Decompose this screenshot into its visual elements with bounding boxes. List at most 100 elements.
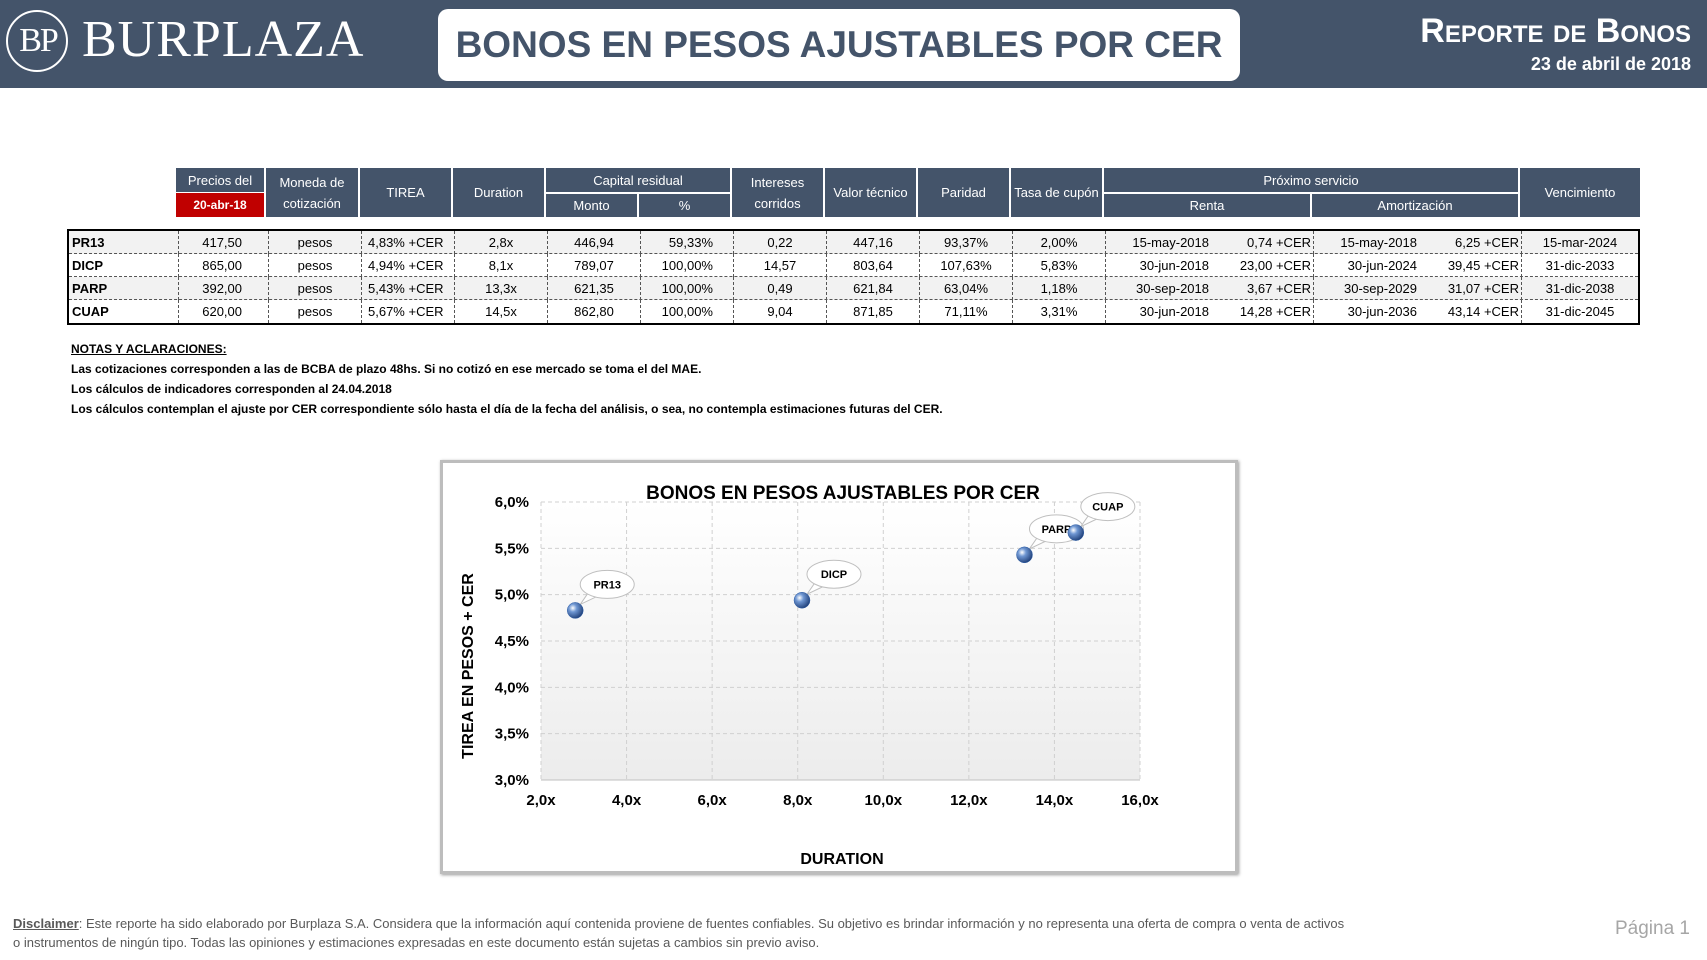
cell-amort-monto: 43,14 +CER bbox=[1447, 304, 1519, 319]
y-tick-label: 5,0% bbox=[495, 587, 529, 604]
cell-ticker: PARP bbox=[72, 281, 108, 296]
cell-renta-fecha: 30-sep-2018 bbox=[1105, 277, 1217, 300]
cell-moneda: pesos bbox=[268, 254, 361, 277]
x-tick-label: 8,0x bbox=[783, 792, 813, 809]
header-duration: Duration bbox=[453, 168, 544, 217]
callout-bubble bbox=[579, 569, 635, 599]
x-tick-label: 10,0x bbox=[865, 792, 903, 809]
callout-bubble bbox=[806, 559, 862, 589]
x-tick-label: 12,0x bbox=[950, 792, 988, 809]
cell-tirea: 4,94% +CER bbox=[361, 254, 454, 277]
header-amortizacion: Amortización bbox=[1312, 194, 1518, 217]
scatter-point bbox=[1016, 546, 1033, 564]
table-row: CUAP 620,00 pesos 5,67% +CER 14,5x 862,8… bbox=[69, 300, 1638, 323]
cell-renta-fecha: 15-may-2018 bbox=[1105, 231, 1217, 254]
cell-amort-monto: 6,25 +CER bbox=[1455, 235, 1519, 250]
header-pct: % bbox=[639, 194, 730, 217]
cell-moneda: pesos bbox=[268, 300, 361, 323]
chart-svg: 2,0x 4,0x 6,0x 8,0x 10,0x 12,0x 14,0x 16,0x 3,0%… bbox=[460, 483, 1159, 868]
page-number: Página 1 bbox=[1614, 918, 1690, 939]
header-tasa: Tasa de cupón bbox=[1011, 168, 1102, 217]
cell-tasa: 2,00% bbox=[1012, 231, 1105, 254]
cell-moneda: pesos bbox=[268, 277, 361, 300]
cell-amort-fecha: 30-sep-2029 bbox=[1313, 277, 1425, 300]
cell-renta-fecha: 30-jun-2018 bbox=[1105, 300, 1217, 323]
cell-intereses: 0,22 bbox=[733, 231, 826, 254]
y-tick-label: 5,5% bbox=[495, 540, 529, 557]
chart-title: BONOS EN PESOS AJUSTABLES POR CER bbox=[646, 483, 1040, 504]
point-label: PR13 bbox=[593, 579, 621, 591]
cell-precio: 417,50 bbox=[178, 231, 268, 254]
logo-circle bbox=[6, 10, 68, 72]
cell-valor-tecnico: 871,85 bbox=[826, 300, 919, 323]
header-capital-residual: Capital residual bbox=[546, 168, 730, 192]
y-axis-label: TIREA EN PESOS + CER bbox=[460, 573, 477, 759]
x-tick-label: 16,0x bbox=[1121, 792, 1159, 809]
cell-tirea: 5,43% +CER bbox=[361, 277, 454, 300]
cell-tasa: 3,31% bbox=[1012, 300, 1105, 323]
cell-amort-fecha: 15-may-2018 bbox=[1313, 231, 1425, 254]
x-tick-label: 2,0x bbox=[526, 792, 556, 809]
cell-paridad: 71,11% bbox=[919, 300, 1012, 323]
y-tick-label: 3,5% bbox=[495, 726, 529, 743]
cell-renta-monto: 0,74 +CER bbox=[1247, 235, 1311, 250]
cell-tasa: 5,83% bbox=[1012, 254, 1105, 277]
report-title: Reporte de Bonos bbox=[1420, 12, 1691, 50]
cell-duration: 2,8x bbox=[454, 231, 547, 254]
notes-section: NOTAS Y ACLARACIONES: Las cotizaciones c… bbox=[71, 339, 943, 419]
header-paridad: Paridad bbox=[918, 168, 1009, 217]
cell-paridad: 107,63% bbox=[919, 254, 1012, 277]
cell-ticker: CUAP bbox=[72, 304, 109, 319]
cell-ticker: DICP bbox=[72, 258, 104, 273]
disclaimer-label: Disclaimer bbox=[13, 916, 79, 931]
page-title: BONOS EN PESOS AJUSTABLES POR CER bbox=[455, 24, 1223, 65]
header-bar: BP BURPLAZA BONOS EN PESOS AJUSTABLES PO… bbox=[0, 0, 1707, 88]
cell-renta-fecha: 30-jun-2018 bbox=[1105, 254, 1217, 277]
x-tick-label: 6,0x bbox=[698, 792, 728, 809]
header-renta: Renta bbox=[1104, 194, 1310, 217]
header-intereses: Intereses corridos bbox=[732, 168, 823, 217]
cell-paridad: 63,04% bbox=[919, 277, 1012, 300]
cell-tirea: 4,83% +CER bbox=[361, 231, 454, 254]
header-moneda: Moneda de cotización bbox=[266, 168, 358, 217]
cell-tasa: 1,18% bbox=[1012, 277, 1105, 300]
y-tick-label: 3,0% bbox=[495, 772, 529, 789]
cell-duration: 13,3x bbox=[454, 277, 547, 300]
header-precios: Precios del bbox=[176, 168, 264, 192]
cell-precio: 865,00 bbox=[178, 254, 268, 277]
cell-monto: 446,94 bbox=[547, 231, 640, 254]
cell-pct: 100,00% bbox=[640, 254, 733, 277]
x-tick-label: 4,0x bbox=[612, 792, 642, 809]
cell-intereses: 9,04 bbox=[733, 300, 826, 323]
cell-precio: 620,00 bbox=[178, 300, 268, 323]
cell-amort-monto: 31,07 +CER bbox=[1447, 281, 1519, 296]
header-vencimiento: Vencimiento bbox=[1520, 168, 1640, 217]
cell-tirea: 5,67% +CER bbox=[361, 300, 454, 323]
cell-vencimiento: 31-dic-2033 bbox=[1521, 254, 1638, 277]
cell-renta-monto: 14,28 +CER bbox=[1239, 304, 1311, 319]
point-label: PARP bbox=[1042, 524, 1072, 536]
disclaimer: Disclaimer: Este reporte ha sido elabora… bbox=[13, 914, 1353, 952]
x-tick-label: 14,0x bbox=[1036, 792, 1074, 809]
header-proximo-servicio: Próximo servicio bbox=[1104, 168, 1518, 192]
cell-renta-monto: 3,67 +CER bbox=[1247, 281, 1311, 296]
scatter-point bbox=[1067, 524, 1085, 541]
cell-ticker: PR13 bbox=[72, 235, 105, 250]
scatter-point bbox=[793, 591, 811, 609]
bond-table: PR13 417,50 pesos 4,83% +CER 2,8x 446,94… bbox=[67, 229, 1640, 325]
y-tick-label: 4,0% bbox=[495, 679, 529, 696]
cell-monto: 621,35 bbox=[547, 277, 640, 300]
table-row: DICP 865,00 pesos 4,94% +CER 8,1x 789,07… bbox=[69, 254, 1638, 277]
header-tirea: TIREA bbox=[360, 168, 451, 217]
x-axis-label: DURATION bbox=[800, 851, 883, 868]
cell-valor-tecnico: 447,16 bbox=[826, 231, 919, 254]
cell-amort-monto: 39,45 +CER bbox=[1447, 258, 1519, 273]
header-monto: Monto bbox=[546, 194, 637, 217]
disclaimer-text: : Este reporte ha sido elaborado por Bur… bbox=[13, 916, 1345, 950]
cell-pct: 100,00% bbox=[640, 277, 733, 300]
note-line: Los cálculos contemplan el ajuste por CE… bbox=[71, 402, 943, 416]
cell-pct: 59,33% bbox=[640, 231, 733, 254]
y-tick-label: 6,0% bbox=[495, 494, 529, 511]
point-label: CUAP bbox=[1092, 502, 1123, 514]
cell-moneda: pesos bbox=[268, 231, 361, 254]
